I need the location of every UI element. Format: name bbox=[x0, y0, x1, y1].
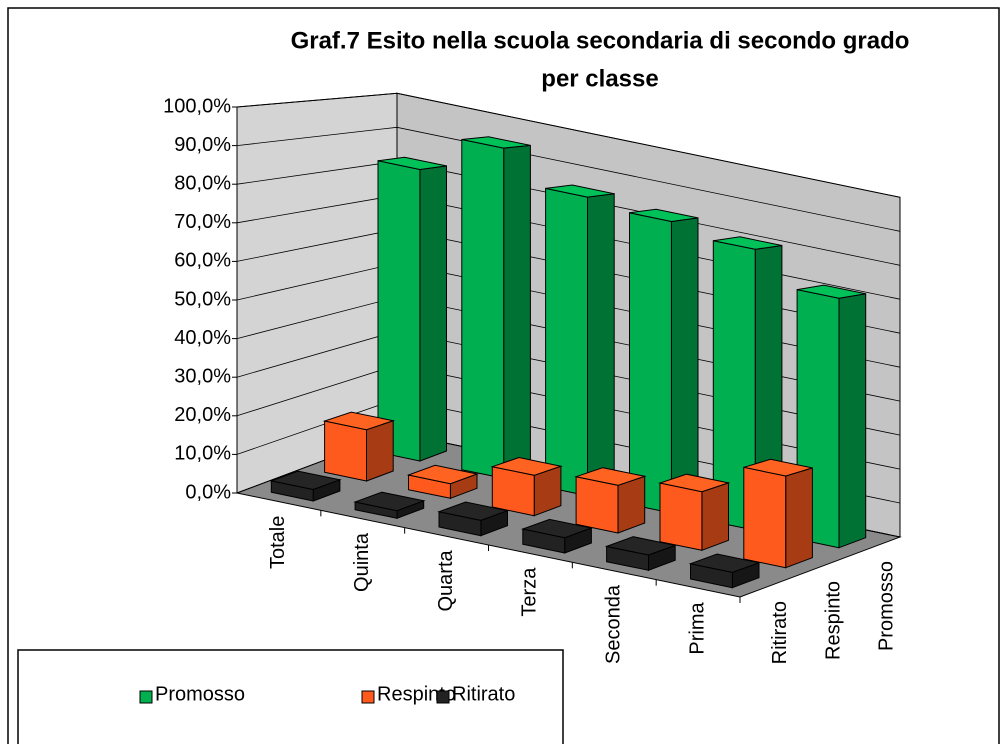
bar-side bbox=[701, 482, 729, 552]
bar-top bbox=[490, 456, 563, 476]
chart-title: Graf.7 Esito nella scuola secondaria di … bbox=[291, 27, 910, 54]
bar bbox=[269, 470, 342, 502]
legend-label: Respinto bbox=[377, 683, 456, 705]
bar-side bbox=[838, 293, 867, 549]
bar-top bbox=[743, 458, 813, 477]
y-tick-label: 70,0% bbox=[174, 211, 231, 233]
y-tick-label: 40,0% bbox=[174, 327, 231, 349]
bar bbox=[574, 467, 647, 534]
bar bbox=[796, 284, 867, 549]
bar bbox=[406, 464, 479, 500]
bar-top bbox=[604, 536, 678, 556]
y-tick-label: 50,0% bbox=[174, 288, 231, 310]
bar-top bbox=[353, 491, 426, 512]
bar-top bbox=[688, 553, 761, 573]
bar-side bbox=[617, 475, 646, 534]
bar-top bbox=[269, 470, 342, 491]
chart-title: per classe bbox=[541, 65, 658, 92]
bar-top bbox=[796, 284, 866, 299]
legend-label: Promosso bbox=[155, 683, 245, 705]
bar-side bbox=[419, 165, 447, 462]
y-tick-label: 90,0% bbox=[174, 134, 231, 156]
bar bbox=[461, 136, 531, 480]
legend-swatch bbox=[361, 690, 375, 704]
bar bbox=[545, 184, 615, 497]
bar-side bbox=[785, 467, 813, 569]
bar bbox=[437, 501, 510, 537]
bar bbox=[520, 518, 594, 554]
grid-line bbox=[236, 126, 901, 232]
bar-top bbox=[574, 467, 647, 486]
bar-top bbox=[322, 411, 396, 431]
bar-side bbox=[670, 217, 699, 514]
legend-label: Ritirato bbox=[452, 683, 515, 705]
bar-front bbox=[461, 138, 505, 479]
y-tick-label: 20,0% bbox=[174, 404, 231, 426]
bar-front bbox=[545, 187, 588, 497]
grid-line bbox=[236, 92, 901, 198]
x-tick-label: Terza bbox=[519, 567, 541, 617]
bar bbox=[604, 536, 678, 572]
bar-side bbox=[503, 144, 531, 480]
y-tick-label: 80,0% bbox=[174, 172, 231, 194]
bar-top bbox=[658, 473, 731, 493]
bar-front bbox=[743, 466, 787, 569]
y-tick-label: 30,0% bbox=[174, 365, 231, 387]
y-tick-label: 0,0% bbox=[185, 481, 231, 503]
bar-front bbox=[575, 476, 619, 534]
bar-top bbox=[437, 501, 510, 521]
bar bbox=[490, 456, 563, 517]
depth-tick-label: Ritirato bbox=[769, 601, 791, 664]
bar bbox=[658, 473, 731, 552]
bar bbox=[712, 236, 783, 532]
depth-tick-label: Promosso bbox=[876, 561, 898, 651]
bar bbox=[743, 458, 813, 569]
x-tick-label: Quinta bbox=[351, 532, 373, 592]
bar-front bbox=[377, 160, 421, 462]
legend-box bbox=[17, 649, 564, 744]
x-tick-label: Seconda bbox=[603, 584, 625, 664]
y-tick-label: 60,0% bbox=[174, 250, 231, 272]
bar bbox=[629, 208, 699, 514]
x-tick-label: Totale bbox=[267, 516, 289, 569]
depth-tick-label: Respinto bbox=[822, 581, 844, 660]
bar bbox=[377, 156, 447, 462]
bar-top bbox=[629, 208, 699, 223]
x-tick-label: Prima bbox=[686, 601, 708, 654]
legend-swatch bbox=[139, 690, 153, 704]
bar bbox=[688, 553, 761, 589]
bar bbox=[322, 411, 396, 482]
bar-front bbox=[659, 482, 703, 551]
bar-top bbox=[406, 464, 479, 485]
bar bbox=[353, 491, 426, 520]
bar-top bbox=[461, 136, 531, 149]
bar-front bbox=[629, 212, 672, 514]
y-tick-label: 100,0% bbox=[163, 95, 231, 117]
bar-top bbox=[713, 236, 783, 250]
bar-top bbox=[377, 156, 447, 171]
bar-top bbox=[520, 518, 594, 539]
y-tick-label: 10,0% bbox=[174, 443, 231, 465]
bar-side bbox=[587, 193, 615, 497]
bar-top bbox=[545, 184, 615, 198]
bar-side bbox=[366, 420, 394, 482]
x-tick-label: Quarta bbox=[435, 549, 457, 611]
bar-front bbox=[324, 420, 367, 482]
legend-swatch bbox=[436, 690, 450, 704]
